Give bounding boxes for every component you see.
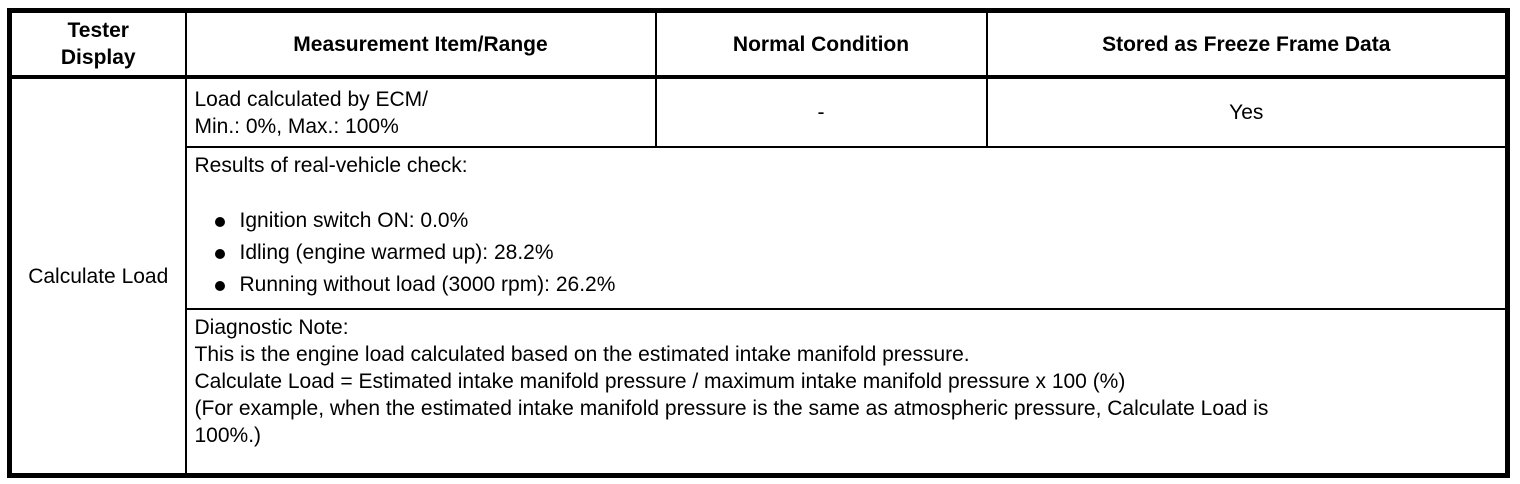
diagnostic-note-line: Calculate Load = Estimated intake manifo… bbox=[194, 370, 1126, 393]
header-stored-freeze-frame: Stored as Freeze Frame Data bbox=[985, 9, 1509, 79]
cell-measurement-item-range: Load calculated by ECM/ Min.: 0%, Max.: … bbox=[184, 76, 657, 148]
cell-vehicle-check: Results of real-vehicle check: Ignition … bbox=[184, 146, 1509, 310]
table-row-vehicle-check: Results of real-vehicle check: Ignition … bbox=[10, 146, 1509, 310]
header-tester-display: Tester Display bbox=[8, 9, 187, 79]
diagnostic-note-title: Diagnostic Note: bbox=[194, 316, 349, 339]
header-normal-condition: Normal Condition bbox=[654, 9, 988, 79]
diagnostic-note-line: 100%.) bbox=[194, 424, 262, 447]
measurement-item-line: Load calculated by ECM/ bbox=[194, 87, 428, 111]
table-row-diagnostic-note: Diagnostic Note: This is the engine load… bbox=[10, 308, 1509, 477]
list-item: Running without load (3000 rpm): 26.2% bbox=[214, 269, 1498, 301]
measurement-range-line: Min.: 0%, Max.: 100% bbox=[194, 114, 399, 138]
list-item: Ignition switch ON: 0.0% bbox=[214, 205, 1498, 237]
list-item: Idling (engine warmed up): 28.2% bbox=[214, 237, 1498, 269]
cell-normal-condition-value: - bbox=[654, 76, 988, 148]
diagnostic-note-line: This is the engine load calculated based… bbox=[194, 343, 970, 366]
vehicle-check-title: Results of real-vehicle check: bbox=[194, 154, 468, 177]
measurement-table: Tester Display Measurement Item/Range No… bbox=[7, 8, 1510, 478]
cell-tester-display-value: Calculate Load bbox=[8, 76, 187, 477]
check-item-text: Idling (engine warmed up): 28.2% bbox=[239, 241, 554, 264]
bullet-icon bbox=[214, 217, 225, 227]
cell-diagnostic-note: Diagnostic Note: This is the engine load… bbox=[184, 308, 1509, 477]
diagnostic-note-line: (For example, when the estimated intake … bbox=[194, 397, 1269, 420]
header-measurement-item-range: Measurement Item/Range bbox=[184, 9, 657, 79]
bullet-icon bbox=[214, 249, 225, 259]
check-item-text: Ignition switch ON: 0.0% bbox=[239, 209, 469, 232]
bullet-icon bbox=[214, 281, 225, 291]
check-item-text: Running without load (3000 rpm): 26.2% bbox=[239, 273, 616, 296]
cell-freeze-frame-value: Yes bbox=[985, 76, 1509, 148]
table-row-measurement: Calculate Load Load calculated by ECM/ M… bbox=[8, 76, 1509, 477]
table-header-row: Tester Display Measurement Item/Range No… bbox=[8, 9, 1509, 79]
vehicle-check-list: Ignition switch ON: 0.0% Idling (engine … bbox=[195, 205, 1498, 301]
